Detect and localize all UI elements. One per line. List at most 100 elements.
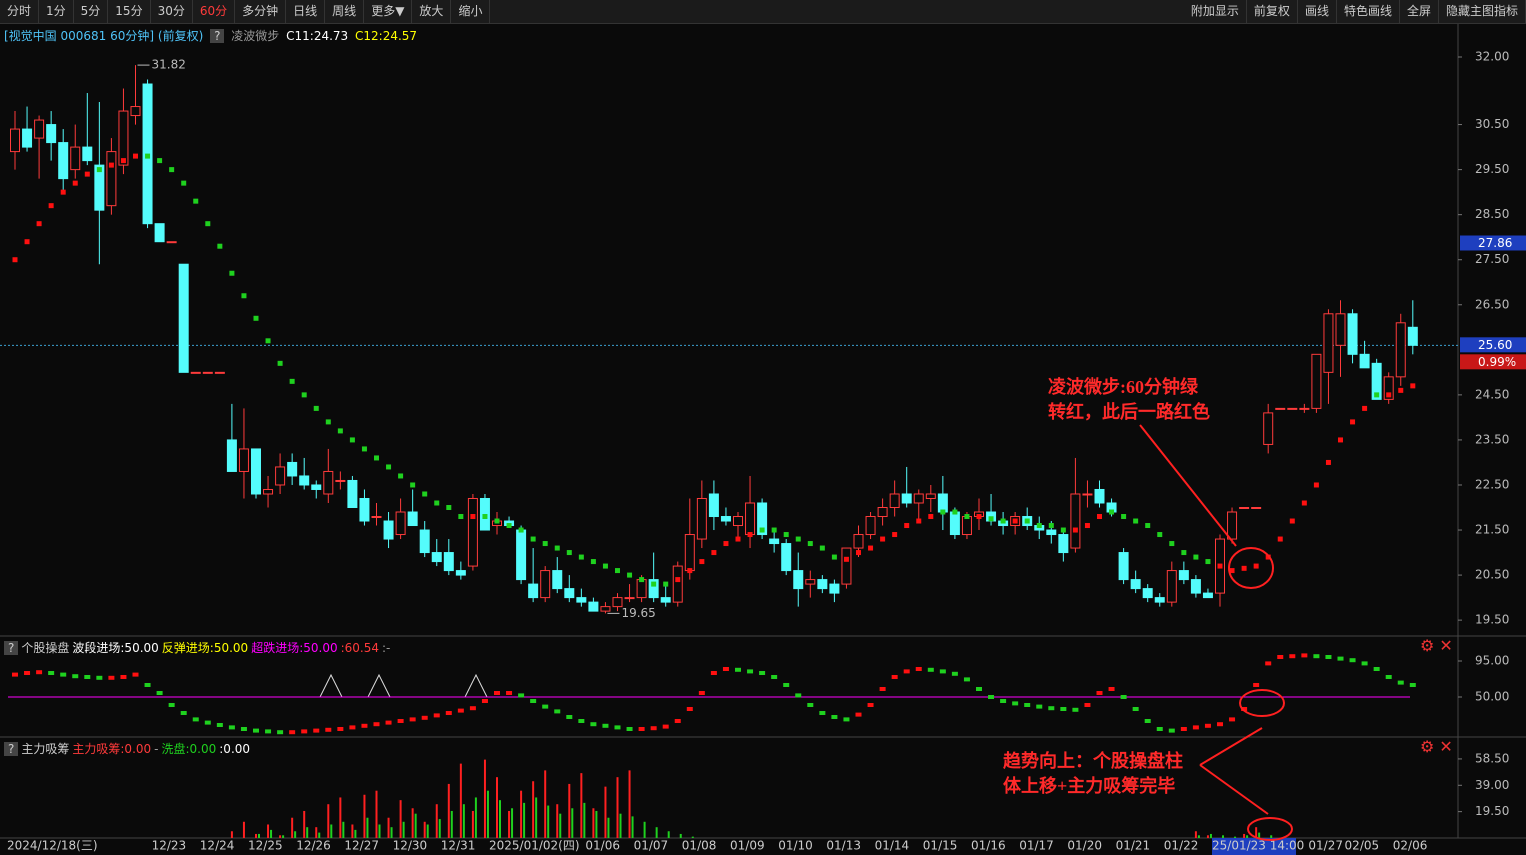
indicator-dot bbox=[72, 674, 79, 679]
panel-controls[interactable]: ⚙ ✕ bbox=[1420, 636, 1453, 655]
signal-dot bbox=[1386, 392, 1392, 398]
toolbar-button[interactable]: 5分 bbox=[74, 0, 109, 23]
indicator-dot bbox=[1337, 656, 1344, 661]
signal-dot bbox=[96, 167, 102, 173]
toolbar-button[interactable]: 特色画线 bbox=[1337, 0, 1400, 23]
candle-body bbox=[251, 448, 261, 495]
toolbar-button[interactable]: 周线 bbox=[325, 0, 365, 23]
candle-body bbox=[106, 151, 117, 207]
indicator-dot bbox=[216, 723, 223, 727]
indicator-dot bbox=[891, 675, 898, 679]
x-tick-label: 01/14 bbox=[875, 839, 910, 853]
toolbar-button[interactable]: 隐藏主图指标 bbox=[1439, 0, 1526, 23]
indicator-dot bbox=[1036, 704, 1043, 709]
legend-item: 主力吸筹 bbox=[21, 742, 70, 756]
signal-dot bbox=[84, 171, 90, 177]
signal-dot bbox=[699, 559, 705, 565]
candle-body bbox=[214, 371, 225, 374]
indicator-dot bbox=[819, 711, 826, 715]
candle-body bbox=[419, 529, 430, 554]
candle-body bbox=[94, 164, 105, 211]
toolbar-button[interactable]: 分时 bbox=[0, 0, 40, 23]
indicator-dot bbox=[60, 672, 67, 677]
signal-dot bbox=[856, 550, 861, 556]
candle-body bbox=[781, 543, 792, 572]
signal-dot bbox=[542, 541, 548, 547]
help[interactable]: ? bbox=[210, 29, 225, 43]
candle-body bbox=[1383, 376, 1394, 400]
help[interactable]: ? bbox=[4, 742, 19, 756]
signal-dot bbox=[24, 239, 30, 245]
toolbar-button[interactable]: 画线 bbox=[1298, 0, 1337, 23]
toolbar-button[interactable]: 15分 bbox=[108, 0, 151, 23]
candle-body bbox=[829, 583, 840, 594]
signal-dot bbox=[157, 158, 163, 164]
toolbar-button[interactable]: 前复权 bbox=[1247, 0, 1298, 23]
signal-dot bbox=[36, 221, 42, 227]
y-tick-label: 50.00 bbox=[1475, 690, 1509, 704]
toolbar-button[interactable]: 多分钟 bbox=[235, 0, 287, 23]
toolbar-button[interactable]: 更多▼ bbox=[364, 0, 413, 23]
signal-dot bbox=[723, 541, 729, 547]
indicator-dot bbox=[590, 722, 597, 727]
signal-dot bbox=[940, 509, 946, 515]
highlight-circle bbox=[1239, 689, 1285, 717]
candle-body bbox=[1154, 597, 1165, 603]
candle-body bbox=[853, 534, 864, 549]
signal-dot bbox=[952, 509, 958, 515]
candle-body bbox=[624, 597, 635, 600]
indicator-dot bbox=[698, 691, 705, 695]
y-tick-label: 30.50 bbox=[1475, 117, 1509, 131]
indicator-dot bbox=[783, 683, 790, 687]
candle-body bbox=[287, 461, 298, 477]
x-tick-label: 01/06 bbox=[585, 839, 620, 853]
candle-body bbox=[1178, 570, 1189, 581]
indicator-dot bbox=[722, 667, 729, 671]
signal-dot bbox=[241, 293, 247, 299]
indicator-dot bbox=[361, 723, 368, 728]
toolbar-button[interactable]: 放大 bbox=[412, 0, 452, 23]
indicator-dot bbox=[518, 693, 525, 698]
indicator: 凌波微步 bbox=[231, 29, 280, 43]
toolbar-button[interactable]: 30分 bbox=[151, 0, 193, 23]
candle-body bbox=[190, 371, 201, 374]
candle-body bbox=[130, 106, 141, 117]
toolbar-button[interactable]: 60分 bbox=[193, 0, 236, 23]
candle-body bbox=[949, 511, 960, 536]
toolbar-button[interactable]: 日线 bbox=[286, 0, 326, 23]
candle-body bbox=[323, 470, 334, 495]
candle-body bbox=[1251, 507, 1262, 510]
indicator-dot bbox=[289, 730, 296, 735]
indicator-dot bbox=[650, 726, 657, 731]
signal-dot bbox=[72, 180, 78, 186]
toolbar-button[interactable]: 缩小 bbox=[451, 0, 491, 23]
signal-dot bbox=[361, 446, 367, 452]
signal-dot bbox=[1265, 554, 1271, 560]
indicator-dot bbox=[156, 691, 163, 695]
candle-body bbox=[34, 119, 45, 139]
indicator-dot bbox=[1385, 675, 1392, 679]
help[interactable]: ? bbox=[4, 641, 19, 655]
y-tick-label: 32.00 bbox=[1475, 49, 1509, 63]
candle-body bbox=[1094, 488, 1105, 504]
signal-dot bbox=[1289, 518, 1295, 524]
indicator-dot bbox=[1144, 719, 1151, 723]
candle-body bbox=[684, 534, 695, 572]
candle-body bbox=[154, 223, 165, 243]
toolbar-button[interactable]: 1分 bbox=[39, 0, 74, 23]
panel-controls[interactable]: ⚙ ✕ bbox=[1420, 737, 1453, 756]
indicator-dot bbox=[204, 720, 211, 725]
toolbar-button[interactable]: 附加显示 bbox=[1184, 0, 1247, 23]
candle-body bbox=[564, 588, 575, 599]
signal-dot bbox=[265, 338, 271, 344]
indicator-dot bbox=[915, 667, 922, 671]
legend-item: 超跌进场:50.00 bbox=[251, 641, 338, 655]
toolbar-button[interactable]: 全屏 bbox=[1400, 0, 1439, 23]
indicator-dot bbox=[1156, 727, 1163, 731]
crosshair-price: 27.86 bbox=[1478, 236, 1512, 250]
candle-body bbox=[865, 516, 876, 536]
legend-item: :- bbox=[382, 641, 391, 655]
signal-dot bbox=[554, 545, 560, 551]
indicator-dot bbox=[1217, 722, 1223, 727]
indicator-dot bbox=[192, 717, 199, 722]
